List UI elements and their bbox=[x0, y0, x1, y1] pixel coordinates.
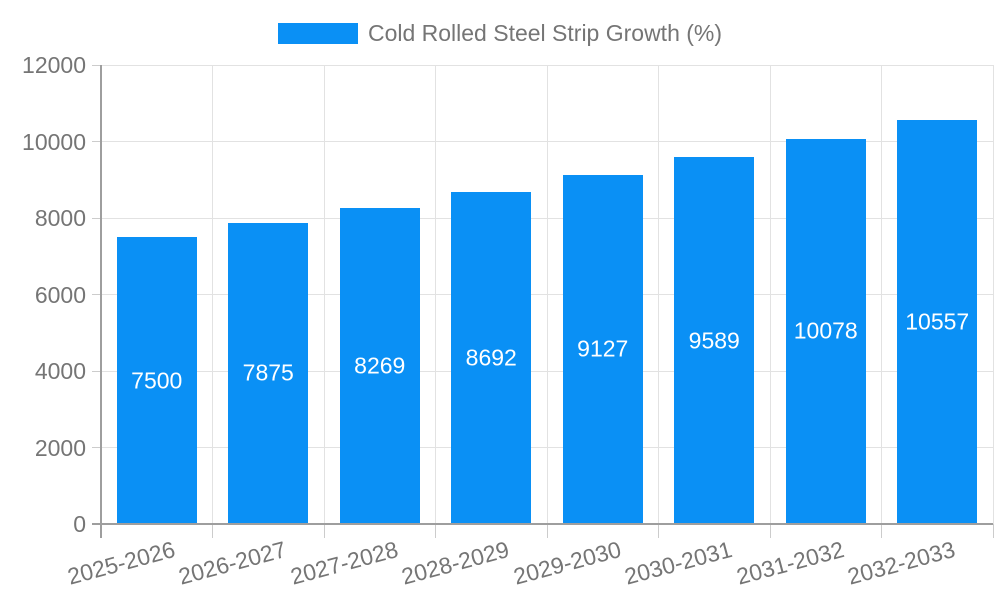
y-axis-tick bbox=[92, 64, 101, 66]
x-gridline bbox=[546, 65, 548, 524]
legend[interactable]: Cold Rolled Steel Strip Growth (%) bbox=[0, 20, 1000, 46]
legend-swatch bbox=[277, 22, 358, 44]
bar-value-label: 9127 bbox=[577, 335, 629, 362]
y-axis-label: 10000 bbox=[22, 128, 86, 155]
bar-value-label: 8269 bbox=[354, 352, 406, 379]
x-gridline bbox=[881, 65, 882, 524]
x-gridline bbox=[769, 65, 771, 524]
y-axis-tick bbox=[92, 294, 101, 295]
x-axis-tick bbox=[323, 524, 325, 538]
y-axis-label: 8000 bbox=[34, 205, 86, 231]
bar-2029-2030[interactable]: 9127 bbox=[562, 174, 643, 524]
bar-value-label: 10078 bbox=[793, 317, 858, 344]
x-axis-tick bbox=[546, 524, 548, 538]
bar-value-label: 8692 bbox=[465, 344, 517, 371]
y-axis-label: 6000 bbox=[34, 281, 86, 308]
x-axis-tick bbox=[881, 524, 882, 538]
bar-2025-2026[interactable]: 7500 bbox=[116, 237, 197, 524]
x-gridline bbox=[323, 65, 325, 524]
x-gridline bbox=[212, 65, 213, 524]
x-axis-tick bbox=[435, 524, 436, 538]
bar-value-label: 10557 bbox=[905, 308, 970, 335]
legend-label: Cold Rolled Steel Strip Growth (%) bbox=[367, 20, 723, 46]
y-axis-label: 4000 bbox=[34, 358, 86, 384]
y-axis-label: 0 bbox=[73, 511, 86, 537]
bar-value-label: 7500 bbox=[131, 367, 183, 394]
bar-2026-2027[interactable]: 7875 bbox=[228, 222, 309, 524]
bar-value-label: 9589 bbox=[688, 327, 740, 354]
bar-value-label: 7875 bbox=[242, 359, 294, 386]
x-gridline bbox=[992, 65, 994, 524]
y-axis-tick bbox=[92, 370, 101, 372]
x-gridline bbox=[435, 65, 436, 524]
y-axis-label: 12000 bbox=[22, 52, 86, 78]
y-axis-label: 2000 bbox=[34, 434, 86, 461]
y-axis-tick bbox=[92, 141, 101, 142]
bar-2032-2033[interactable]: 10557 bbox=[897, 120, 978, 524]
x-axis-line bbox=[92, 523, 993, 525]
bar-2028-2029[interactable]: 8692 bbox=[451, 191, 532, 524]
x-axis-tick bbox=[658, 524, 659, 538]
bar-2030-2031[interactable]: 9589 bbox=[674, 157, 755, 524]
x-axis-tick bbox=[992, 524, 994, 538]
x-axis-tick bbox=[212, 524, 213, 538]
x-gridline bbox=[658, 65, 659, 524]
x-axis-tick bbox=[769, 524, 771, 538]
y-axis-tick bbox=[92, 217, 101, 219]
y-axis-tick bbox=[92, 447, 101, 448]
bar-2027-2028[interactable]: 8269 bbox=[339, 207, 420, 524]
y-axis-line bbox=[100, 65, 102, 538]
bar-2031-2032[interactable]: 10078 bbox=[785, 138, 866, 524]
